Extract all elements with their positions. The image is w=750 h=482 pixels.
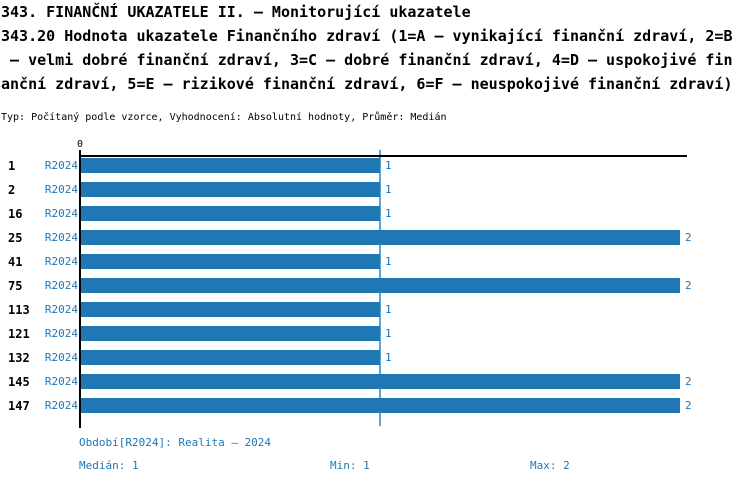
bar-value-label: 2 — [685, 279, 692, 292]
row-category-label: 147 — [8, 399, 30, 413]
bar-value-label: 1 — [385, 327, 392, 340]
row-category-label: 41 — [8, 255, 23, 269]
bar-value-label: 2 — [685, 375, 692, 388]
bar — [81, 206, 380, 221]
bar-value-label: 1 — [385, 207, 392, 220]
row-period-label: R2024 — [44, 279, 78, 292]
bar-value-label: 1 — [385, 255, 392, 268]
bar — [81, 302, 380, 317]
bar — [81, 398, 680, 413]
row-period-label: R2024 — [44, 399, 78, 412]
bar-value-label: 1 — [385, 159, 392, 172]
bar-value-label: 1 — [385, 351, 392, 364]
x-axis-line — [80, 155, 687, 157]
bar — [81, 326, 380, 341]
title-line-4: anční zdraví, 5=E – rizikové finanční zd… — [1, 75, 733, 93]
footer-period-label: Období[R2024]: Realita – 2024 — [79, 436, 272, 449]
row-period-label: R2024 — [44, 183, 78, 196]
row-period-label: R2024 — [44, 159, 78, 172]
bar-value-label: 1 — [385, 183, 392, 196]
footer-max-stat: Max: 2 — [530, 459, 570, 472]
bar — [81, 182, 380, 197]
bar — [81, 350, 380, 365]
row-category-label: 121 — [8, 327, 30, 341]
row-category-label: 132 — [8, 351, 30, 365]
bar — [81, 278, 680, 293]
row-category-label: 145 — [8, 375, 30, 389]
row-category-label: 2 — [8, 183, 16, 197]
footer-median-stat: Medián: 1 — [79, 459, 139, 472]
row-period-label: R2024 — [44, 255, 78, 268]
title-line-1: 343. FINANČNÍ UKAZATELE II. – Monitorují… — [1, 3, 471, 21]
row-category-label: 16 — [8, 207, 23, 221]
title-line-3: – velmi dobré finanční zdraví, 3=C – dob… — [1, 51, 733, 69]
row-category-label: 75 — [8, 279, 23, 293]
row-category-label: 113 — [8, 303, 30, 317]
row-category-label: 1 — [8, 159, 16, 173]
row-period-label: R2024 — [44, 351, 78, 364]
bar — [81, 158, 380, 173]
row-period-label: R2024 — [44, 231, 78, 244]
row-period-label: R2024 — [44, 327, 78, 340]
row-period-label: R2024 — [44, 207, 78, 220]
bar-value-label: 2 — [685, 231, 692, 244]
bar-value-label: 2 — [685, 399, 692, 412]
row-period-label: R2024 — [44, 303, 78, 316]
bar-value-label: 1 — [385, 303, 392, 316]
title-line-2: 343.20 Hodnota ukazatele Finančního zdra… — [1, 27, 733, 45]
footer-min-stat: Min: 1 — [330, 459, 370, 472]
bar — [81, 254, 380, 269]
row-category-label: 25 — [8, 231, 23, 245]
bar — [81, 374, 680, 389]
indicator-meta-line: Typ: Počítaný podle vzorce, Vyhodnocení:… — [1, 112, 447, 123]
x-axis-tick-zero: 0 — [76, 139, 84, 150]
row-period-label: R2024 — [44, 375, 78, 388]
bar — [81, 230, 680, 245]
page-title: 343. FINANČNÍ UKAZATELE II. – Monitorují… — [1, 0, 750, 96]
y-axis-line — [79, 150, 81, 428]
